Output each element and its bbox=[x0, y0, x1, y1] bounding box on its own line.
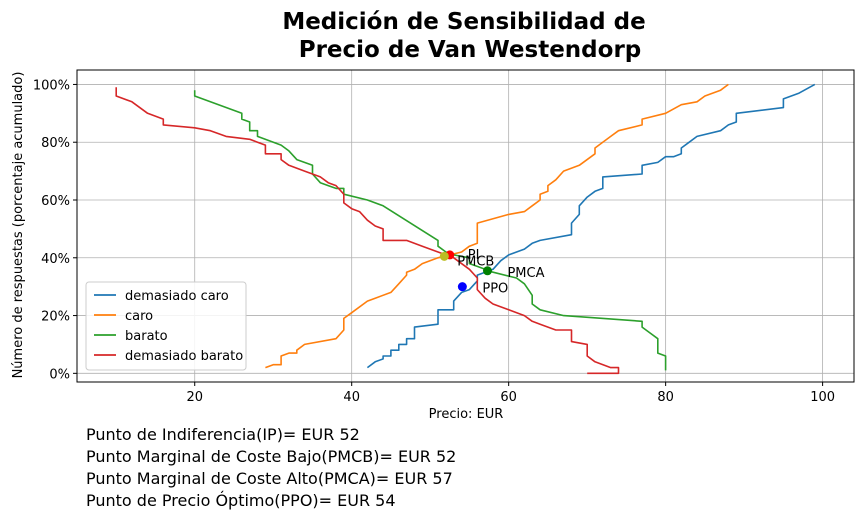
legend-entry-label: demasiado barato bbox=[125, 349, 243, 364]
result-pmca: Punto Marginal de Coste Alto(PMCA)= EUR … bbox=[86, 469, 453, 488]
result-ip: Punto de Indiferencia(IP)= EUR 52 bbox=[86, 425, 360, 444]
legend: demasiado caro caro barato demasiado barato bbox=[85, 281, 247, 371]
y-tick-label: 60% bbox=[41, 194, 70, 209]
chart-title-line-1: Medición de Sensibilidad de bbox=[282, 9, 645, 35]
x-tick-label: 80 bbox=[657, 390, 674, 405]
legend-box bbox=[85, 281, 247, 371]
marker-pmca bbox=[482, 266, 492, 276]
annotation-pmca: PMCA bbox=[507, 266, 544, 281]
annotation-ppo: PPO bbox=[482, 282, 508, 297]
series-line-2 bbox=[193, 90, 667, 371]
annotation-pmcb: PMCB bbox=[457, 254, 494, 269]
marker-ppo bbox=[457, 282, 467, 292]
y-tick-label: 20% bbox=[41, 310, 70, 325]
result-pmcb: Punto Marginal de Coste Bajo(PMCB)= EUR … bbox=[86, 447, 457, 466]
series-line-0 bbox=[366, 83, 816, 369]
result-ppo: Punto de Precio Óptimo(PPO)= EUR 54 bbox=[86, 491, 396, 510]
legend-entry-label: demasiado caro bbox=[125, 289, 229, 304]
y-axis-label: Número de respuestas (porcentaje acumula… bbox=[11, 72, 26, 379]
y-tick-label: 80% bbox=[41, 136, 70, 151]
plot-frame bbox=[76, 69, 855, 383]
series-line-1 bbox=[265, 83, 729, 369]
x-tick-label: 100 bbox=[810, 390, 835, 405]
annotation-pi: PI bbox=[468, 248, 480, 263]
y-tick-label: 100% bbox=[33, 78, 70, 93]
x-tick-label: 60 bbox=[500, 390, 517, 405]
x-tick-label: 20 bbox=[186, 390, 203, 405]
legend-entry-label: caro bbox=[125, 309, 153, 324]
y-axis-ticks: 0% 20% 40% 60% 80% 100% bbox=[33, 78, 77, 382]
x-tick-label: 40 bbox=[343, 390, 360, 405]
chart-title-line-2: Precio de Van Westendorp bbox=[299, 37, 642, 63]
y-tick-label: 40% bbox=[41, 252, 70, 267]
x-axis-ticks: 20 40 60 80 100 bbox=[186, 382, 835, 405]
van-westendorp-chart: Medición de Sensibilidad de Precio de Va… bbox=[11, 9, 855, 420]
marker-pmcb bbox=[439, 251, 449, 261]
series-line-3 bbox=[115, 87, 620, 375]
results-panel: Punto de Indiferencia(IP)= EUR 52 Punto … bbox=[86, 424, 456, 512]
legend-entry-label: barato bbox=[125, 329, 168, 344]
y-tick-label: 0% bbox=[49, 367, 70, 382]
series-layer bbox=[115, 83, 816, 375]
x-axis-label: Precio: EUR bbox=[429, 407, 504, 420]
